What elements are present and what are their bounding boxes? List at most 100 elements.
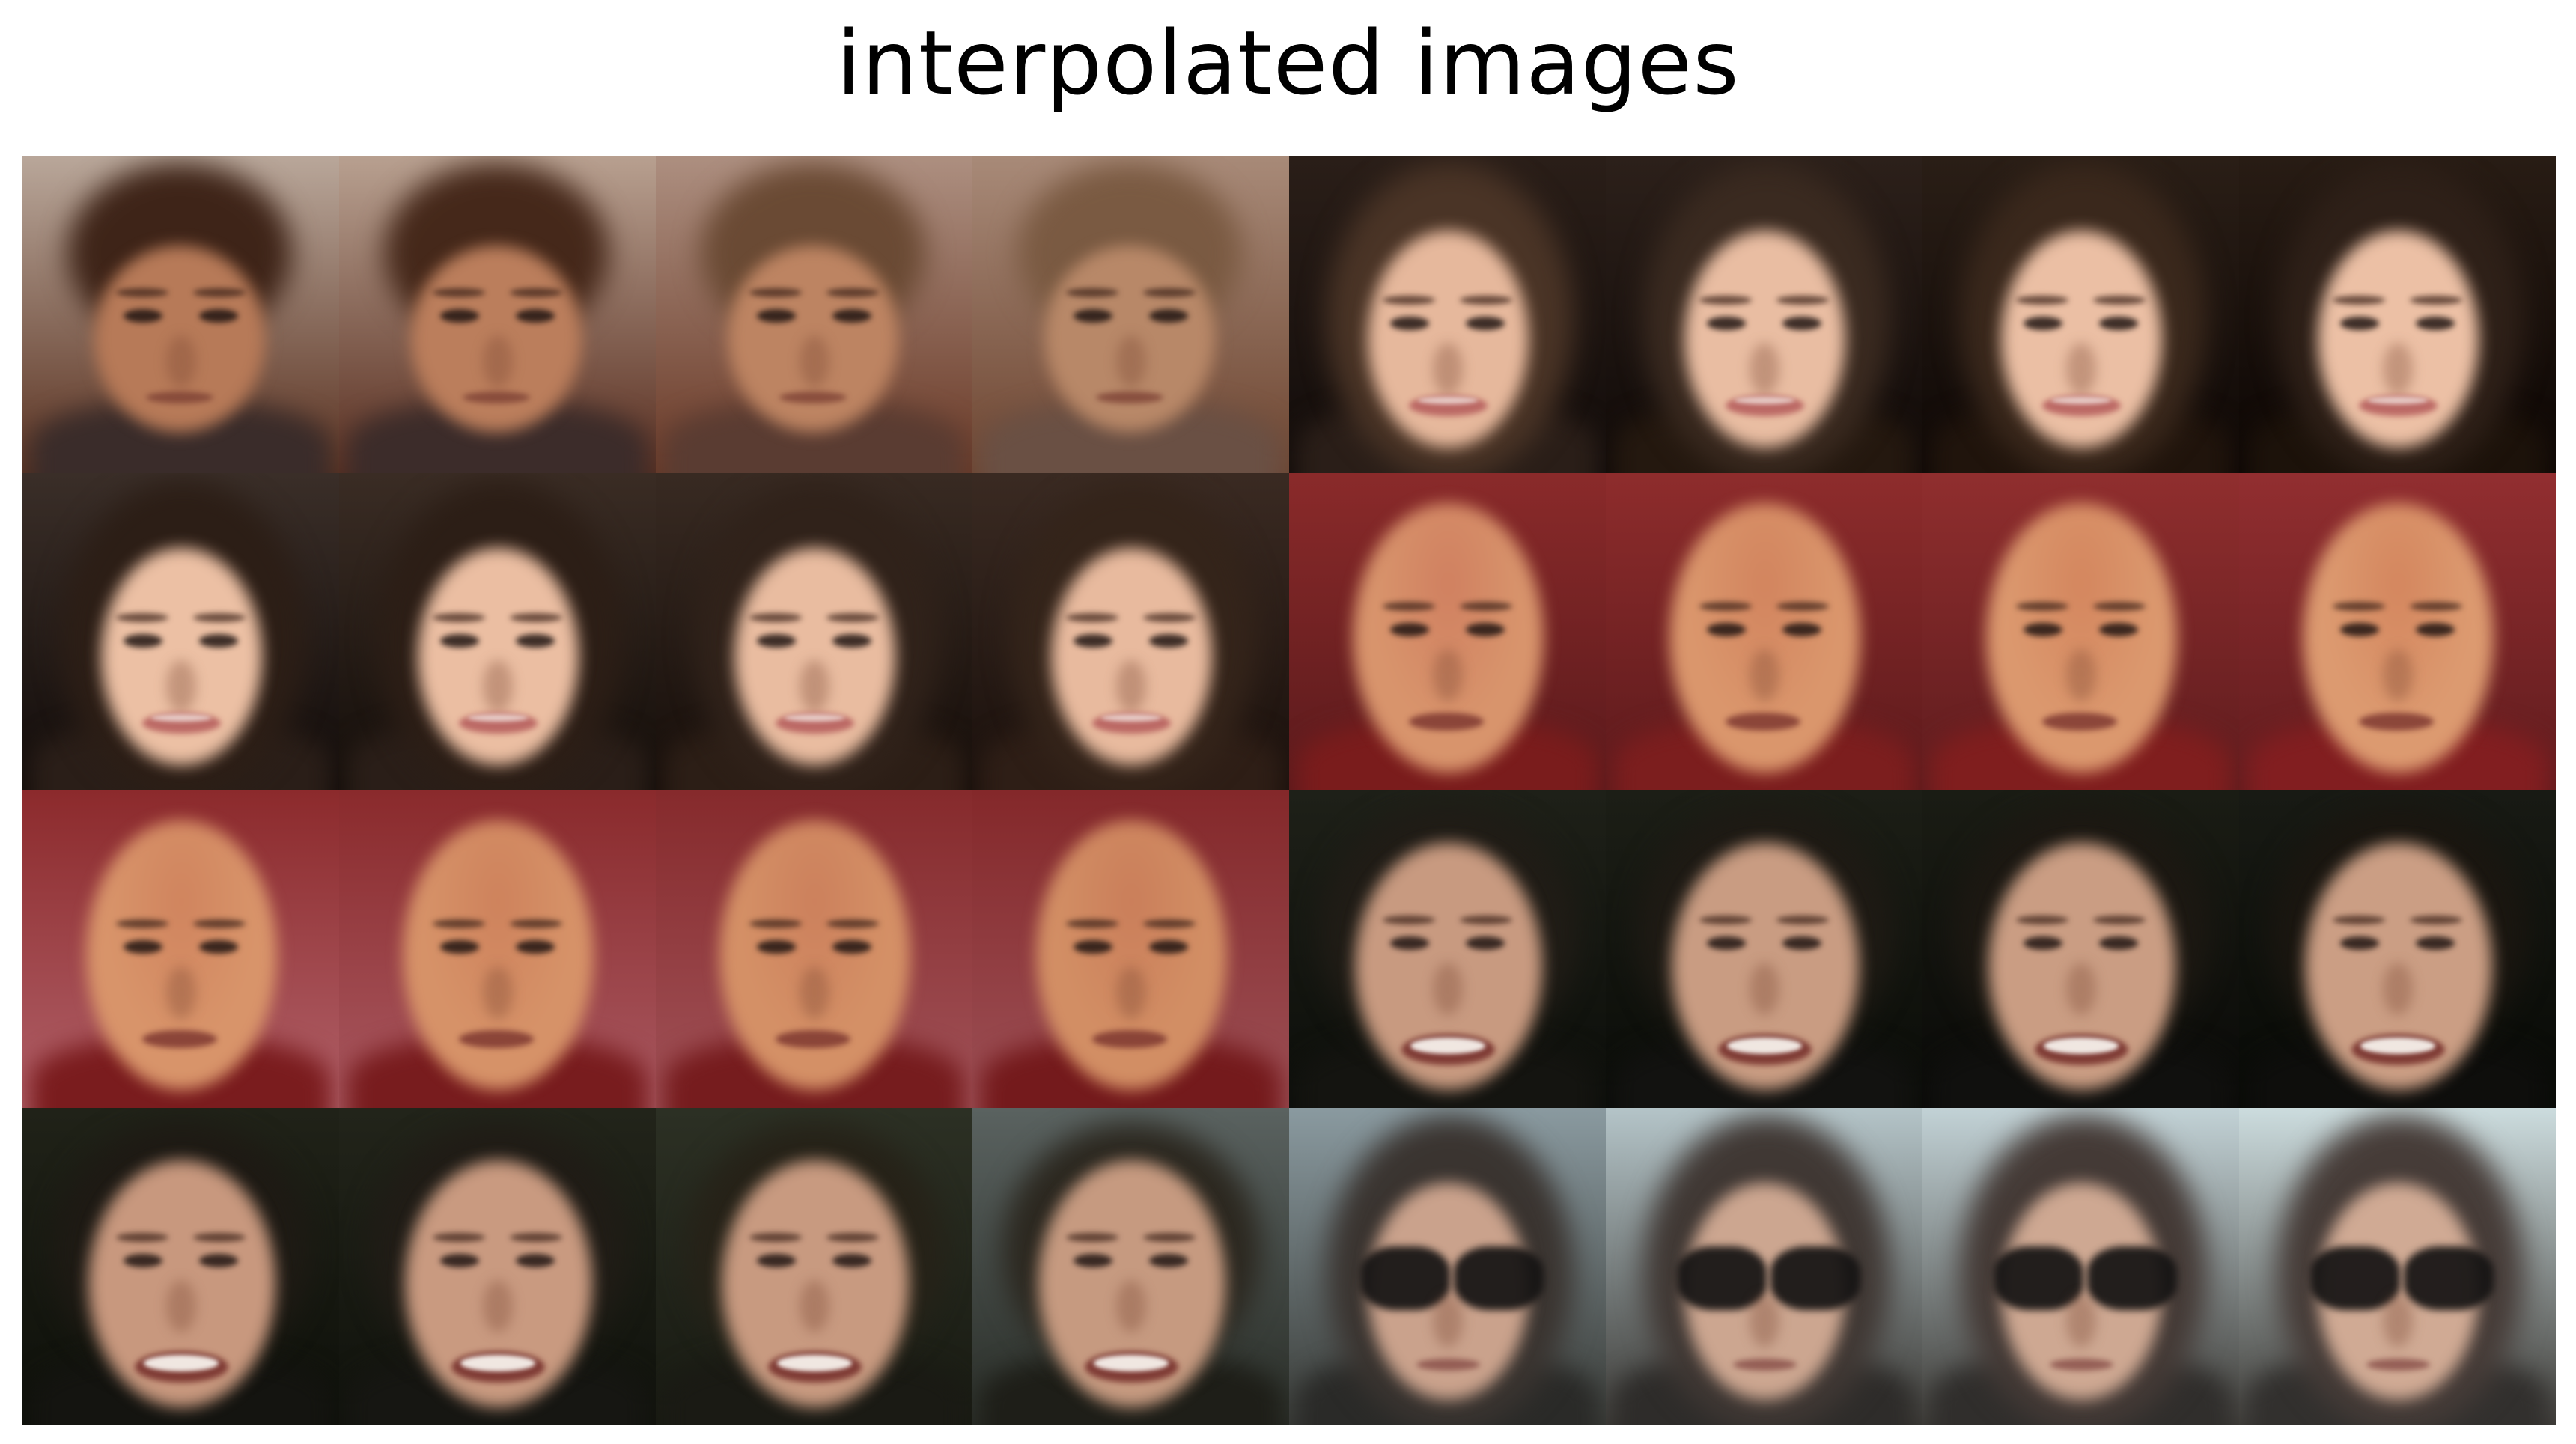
mouth xyxy=(1416,1359,1480,1371)
left-sunglass-lens xyxy=(1677,1246,1767,1310)
right-eye xyxy=(1149,634,1188,648)
right-sunglass-lens xyxy=(1770,1246,1860,1310)
nose xyxy=(1433,343,1463,395)
teeth xyxy=(785,714,844,722)
teeth xyxy=(2368,397,2428,404)
face-tile xyxy=(1289,473,1606,790)
face-tile xyxy=(656,473,972,790)
right-eye xyxy=(2416,317,2455,330)
right-eyebrow xyxy=(2410,296,2462,305)
nose xyxy=(1750,343,1779,395)
left-eyebrow xyxy=(749,613,802,622)
mouth xyxy=(459,1030,534,1048)
left-eye xyxy=(1707,936,1746,950)
right-eyebrow xyxy=(826,919,879,928)
nose xyxy=(1433,1295,1463,1347)
face-tile xyxy=(1289,790,1606,1108)
face-tile xyxy=(972,790,1289,1108)
face-tile xyxy=(1922,156,2239,473)
mouth xyxy=(1092,1030,1167,1048)
nose xyxy=(2383,963,2413,1015)
right-eyebrow xyxy=(2093,296,2146,305)
nose xyxy=(2066,963,2096,1015)
nose xyxy=(1750,649,1779,701)
nose xyxy=(2066,1295,2096,1347)
right-eye xyxy=(1782,936,1821,950)
right-eye xyxy=(1782,623,1821,636)
face xyxy=(1036,820,1227,1090)
teeth xyxy=(1735,397,1794,404)
nose xyxy=(483,1280,513,1332)
face-tile xyxy=(22,156,339,473)
right-eye xyxy=(832,940,871,954)
right-eyebrow xyxy=(2410,602,2462,611)
right-eyebrow xyxy=(2093,916,2146,924)
mouth xyxy=(1733,1359,1797,1371)
left-eyebrow xyxy=(2333,296,2385,305)
right-sunglass-lens xyxy=(1454,1246,1544,1310)
left-eye xyxy=(1390,936,1429,950)
left-eye xyxy=(757,1254,796,1267)
left-eye xyxy=(757,940,796,954)
face-tile xyxy=(972,473,1289,790)
teeth xyxy=(144,1355,219,1371)
right-eyebrow xyxy=(510,288,562,297)
face-tile xyxy=(656,1108,972,1425)
right-eyebrow xyxy=(2093,602,2146,611)
left-eyebrow xyxy=(749,288,802,297)
left-eyebrow xyxy=(433,288,485,297)
right-eye xyxy=(516,634,555,648)
teeth xyxy=(2044,1038,2119,1054)
left-eyebrow xyxy=(433,919,485,928)
left-eye xyxy=(440,940,479,954)
left-eye xyxy=(124,309,162,323)
mouth xyxy=(2042,713,2117,731)
right-eye xyxy=(2099,317,2138,330)
face-tile xyxy=(1922,473,2239,790)
face-tile xyxy=(22,790,339,1108)
right-eyebrow xyxy=(1776,916,1829,924)
nose xyxy=(1116,1280,1146,1332)
right-eyebrow xyxy=(1143,613,1196,622)
nose xyxy=(2383,1295,2413,1347)
face xyxy=(86,820,277,1090)
nose xyxy=(1750,963,1779,1015)
mouth xyxy=(463,392,530,403)
right-eye xyxy=(1466,936,1505,950)
nose xyxy=(1116,335,1146,388)
right-sunglass-lens xyxy=(2087,1246,2177,1310)
left-eye xyxy=(1390,623,1429,636)
figure-title: interpolated images xyxy=(836,11,1740,115)
nose xyxy=(1116,660,1146,713)
face-tile xyxy=(339,790,656,1108)
face-tile xyxy=(2239,1108,2556,1425)
teeth xyxy=(1410,1038,1485,1054)
right-eye xyxy=(199,1254,238,1267)
right-eye xyxy=(199,634,238,648)
face-tile xyxy=(22,1108,339,1425)
right-eyebrow xyxy=(1460,296,1512,305)
right-eye xyxy=(832,1254,871,1267)
left-eye xyxy=(1074,309,1112,323)
face xyxy=(719,820,910,1090)
face-tile xyxy=(972,1108,1289,1425)
nose xyxy=(2383,343,2413,395)
face-tile xyxy=(1606,790,1922,1108)
right-eye xyxy=(2099,936,2138,950)
right-eyebrow xyxy=(2410,916,2462,924)
face-tile xyxy=(2239,473,2556,790)
left-eye xyxy=(1074,1254,1112,1267)
face xyxy=(403,820,594,1090)
face-tile xyxy=(339,156,656,473)
right-eye xyxy=(516,1254,555,1267)
nose xyxy=(2066,343,2096,395)
left-eyebrow xyxy=(2333,916,2385,924)
left-sunglass-lens xyxy=(1994,1246,2083,1310)
right-eyebrow xyxy=(510,919,562,928)
left-eye xyxy=(1074,940,1112,954)
left-eyebrow xyxy=(1699,916,1752,924)
teeth xyxy=(1101,714,1161,722)
teeth xyxy=(1727,1038,1802,1054)
right-eyebrow xyxy=(193,613,246,622)
right-eyebrow xyxy=(1776,602,1829,611)
